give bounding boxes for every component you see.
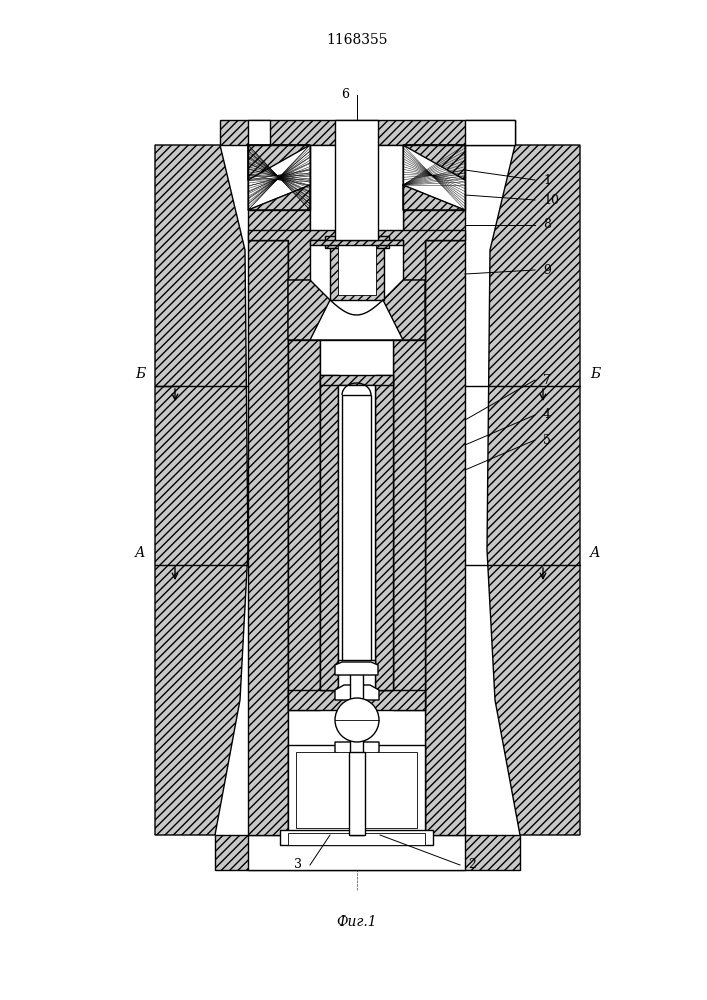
Text: А: А [135, 546, 145, 560]
Text: Б: Б [135, 367, 145, 381]
Polygon shape [248, 145, 310, 240]
Polygon shape [215, 835, 520, 870]
Bar [338, 245, 376, 295]
Polygon shape [383, 280, 425, 340]
Polygon shape [248, 185, 310, 210]
Polygon shape [310, 240, 403, 245]
Text: 5: 5 [543, 434, 551, 446]
Polygon shape [375, 375, 393, 690]
Text: 4: 4 [543, 408, 551, 422]
Circle shape [335, 698, 379, 742]
Bar [248, 835, 465, 870]
Bar [335, 120, 378, 240]
Text: 2: 2 [468, 858, 476, 871]
Text: 8: 8 [543, 219, 551, 232]
Text: 3: 3 [294, 858, 302, 871]
Bar [310, 145, 403, 240]
Bar [248, 120, 270, 145]
Bar [325, 236, 389, 248]
Bar [338, 660, 375, 670]
Polygon shape [393, 340, 425, 710]
Text: 10: 10 [543, 194, 559, 207]
Bar [288, 240, 425, 835]
Polygon shape [248, 145, 310, 210]
Text: 1: 1 [543, 174, 551, 186]
Text: Фиг.1: Фиг.1 [337, 915, 378, 929]
Text: А: А [590, 546, 600, 560]
Text: 6: 6 [341, 89, 349, 102]
Bar [403, 145, 465, 210]
Polygon shape [320, 375, 393, 385]
Bar [280, 830, 433, 845]
Polygon shape [155, 145, 248, 835]
Text: 1168355: 1168355 [326, 33, 387, 47]
Polygon shape [403, 185, 465, 210]
Polygon shape [310, 300, 403, 340]
Bar [320, 340, 393, 690]
Text: 9: 9 [543, 263, 551, 276]
Bar [288, 833, 425, 845]
Polygon shape [403, 145, 465, 210]
Polygon shape [288, 690, 425, 710]
Bar [338, 385, 375, 690]
Bar [330, 240, 384, 300]
Bar [349, 752, 365, 835]
Bar [465, 120, 515, 145]
Polygon shape [403, 145, 465, 240]
Polygon shape [320, 375, 338, 690]
Polygon shape [248, 240, 288, 835]
Polygon shape [425, 240, 465, 835]
Polygon shape [487, 145, 580, 835]
Polygon shape [403, 145, 465, 180]
Polygon shape [335, 662, 378, 675]
Polygon shape [288, 280, 330, 340]
Bar [288, 745, 425, 835]
Polygon shape [335, 742, 379, 757]
Text: 7: 7 [543, 373, 551, 386]
Bar [342, 395, 371, 665]
Polygon shape [288, 340, 320, 710]
Polygon shape [335, 685, 379, 700]
Bar [248, 145, 310, 210]
Polygon shape [248, 230, 465, 280]
Bar [296, 752, 417, 828]
Polygon shape [220, 120, 515, 145]
Text: Б: Б [590, 367, 600, 381]
Polygon shape [248, 145, 310, 180]
Bar [350, 670, 363, 835]
